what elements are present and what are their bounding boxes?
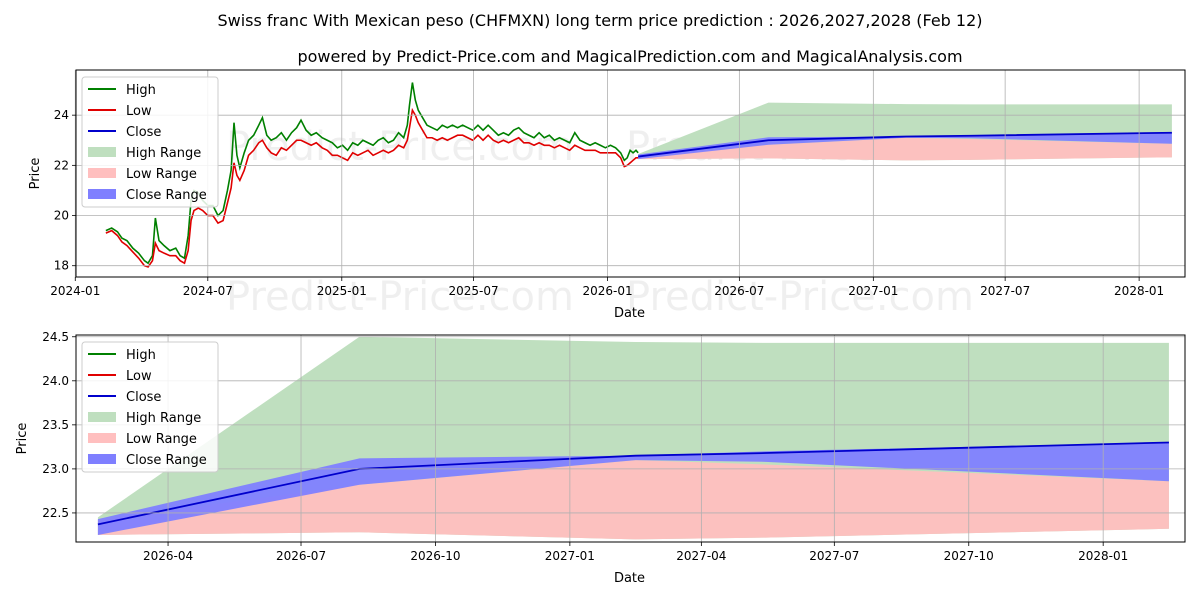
x-tick-label: 2027-07 <box>980 284 1030 298</box>
legend-swatch-high_range <box>88 412 116 422</box>
y-tick-label: 22 <box>54 158 69 172</box>
legend: High Low Close High Range Low Range Close Ran… <box>81 76 219 208</box>
y-tick-label: 24.0 <box>42 374 69 388</box>
y-tick-label: 23.5 <box>42 418 69 432</box>
x-tick-label: 2026-01 <box>582 284 632 298</box>
legend-label: Low <box>126 104 152 119</box>
x-tick-label: 2026-10 <box>410 549 460 563</box>
x-tick-label: 2024-01 <box>50 284 100 298</box>
y-tick-label: 18 <box>54 259 69 273</box>
legend-swatch-close_range <box>88 189 116 199</box>
legend-swatch-high_range <box>88 147 116 157</box>
watermark-text: Predict-Price.com <box>226 124 574 170</box>
legend-swatch-low_range <box>88 168 116 178</box>
legend-label: Low Range <box>126 167 197 182</box>
x-tick-label: 2027-10 <box>944 549 994 563</box>
axes-frame <box>75 334 1186 543</box>
watermark-text: Predict-Price.com <box>626 274 974 320</box>
close-series-line <box>638 131 1172 158</box>
x-tick-label: 2025-07 <box>449 284 499 298</box>
x-tick-label: 2024-07 <box>183 284 233 298</box>
x-axis-label: Date <box>614 306 645 321</box>
legend-label: High <box>126 348 156 363</box>
y-tick-label: 23.0 <box>42 462 69 476</box>
y-axis-label: Price <box>15 423 30 455</box>
x-tick-label: 2027-04 <box>676 549 726 563</box>
axes-frame <box>75 69 1186 278</box>
low-range-band <box>97 460 1169 540</box>
x-tick-label: 2026-07 <box>714 284 764 298</box>
chart-subtitle: powered by Predict-Price.com and Magical… <box>297 47 962 66</box>
plot-content <box>97 336 1169 540</box>
legend-swatch-low_range <box>88 433 116 443</box>
legend-label: High <box>126 83 156 98</box>
legend-label: Low Range <box>126 432 197 447</box>
x-tick-label: 2027-01 <box>545 549 595 563</box>
x-tick-label: 2025-01 <box>317 284 367 298</box>
legend-label: High Range <box>126 411 201 426</box>
legend: High Low Close High Range Low Range Close Ran… <box>81 341 219 473</box>
watermark-text: Predict-Price.com <box>226 274 574 320</box>
legend-label: Close Range <box>126 188 207 203</box>
y-tick-label: 22.5 <box>42 506 69 520</box>
top-panel: Predict-Price.com Predict-Price.com Predic… <box>28 69 1186 321</box>
x-axis-label: Date <box>614 571 645 586</box>
x-tick-label: 2026-04 <box>143 549 193 563</box>
x-tick-label: 2028-01 <box>1114 284 1164 298</box>
legend-swatch-close_range <box>88 454 116 464</box>
x-tick-label: 2027-07 <box>809 549 859 563</box>
x-tick-label: 2028-01 <box>1078 549 1128 563</box>
y-axis-label: Price <box>28 158 43 190</box>
y-tick-label: 24.5 <box>42 330 69 344</box>
low-range-band <box>638 137 1172 161</box>
legend-label: Close <box>126 125 161 140</box>
close-series-line <box>97 441 1169 526</box>
legend-label: Close Range <box>126 453 207 468</box>
x-tick-label: 2026-07 <box>276 549 326 563</box>
legend-label: Low <box>126 369 152 384</box>
y-tick-label: 24 <box>54 108 69 122</box>
legend-label: High Range <box>126 146 201 161</box>
y-tick-label: 20 <box>54 209 69 223</box>
chart-title: Swiss franc With Mexican peso (CHFMXN) l… <box>217 11 982 30</box>
plot-content <box>105 82 1172 268</box>
legend-label: Close <box>126 390 161 405</box>
bottom-panel: Predict-Price.comPredict-Price.com2026-0… <box>15 330 1186 586</box>
x-tick-label: 2027-01 <box>848 284 898 298</box>
low-series-line <box>105 107 639 268</box>
close-range-band <box>97 442 1169 535</box>
